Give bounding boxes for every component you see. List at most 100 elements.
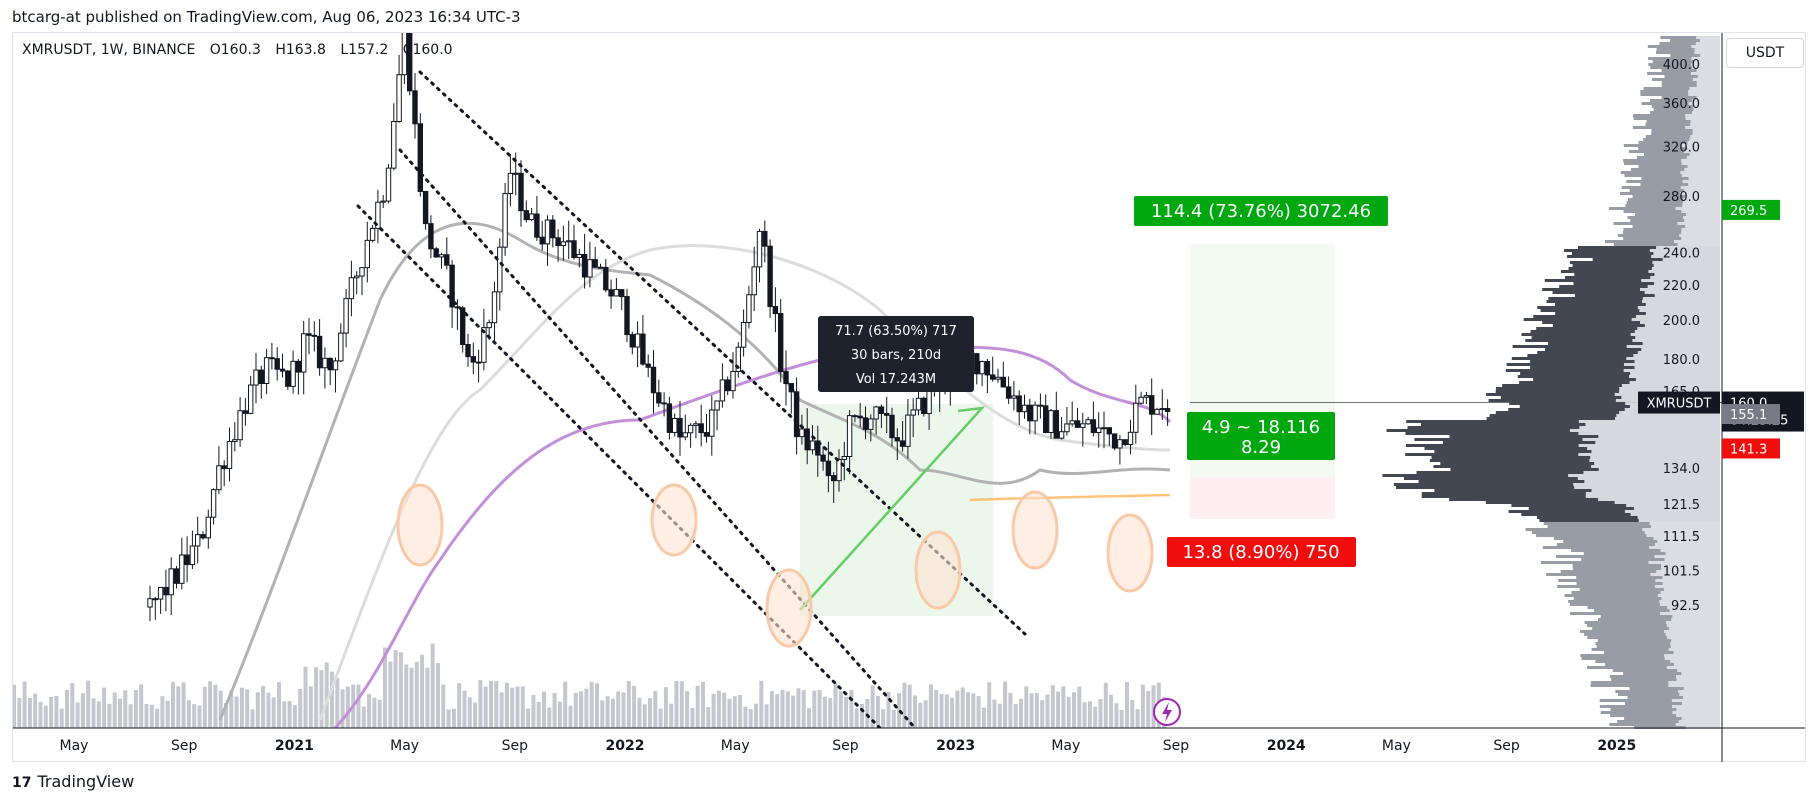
vp-bar-dark: [1590, 684, 1669, 687]
vp-bar-dark: [1661, 84, 1697, 87]
x-tick-label: 2023: [936, 738, 975, 754]
candle-body: [1053, 410, 1059, 439]
volume-bar: [1061, 686, 1066, 728]
candle-body: [889, 414, 895, 439]
vp-bar-dark: [1517, 375, 1630, 378]
vp-bar-dark: [1533, 378, 1636, 381]
candle-body: [709, 409, 715, 437]
x-tick-label: 2021: [275, 738, 314, 754]
candle-body: [449, 264, 455, 308]
volume-bar: [1072, 692, 1076, 728]
vp-bar-dark: [1486, 393, 1615, 396]
vp-bar-dark: [1547, 525, 1652, 528]
volume-bar: [118, 698, 122, 728]
vp-bar-dark: [1615, 690, 1679, 693]
vp-bar-dark: [1544, 279, 1642, 282]
candle-body: [1159, 408, 1165, 411]
y-tick-label: 180.0: [1663, 353, 1700, 368]
candle-body: [597, 266, 604, 269]
vp-bar-dark: [1628, 198, 1684, 201]
volume-bar: [308, 686, 313, 728]
vp-bar-dark: [1579, 588, 1664, 591]
support-circle-4: [914, 530, 962, 610]
vp-bar-dark: [1572, 564, 1662, 567]
candle-body: [1064, 423, 1070, 433]
vp-bar-dark: [1520, 372, 1631, 375]
volume-bar: [928, 684, 933, 728]
candle-body: [407, 33, 413, 92]
trendline-middle: [398, 148, 917, 728]
vp-bar-dark: [1660, 36, 1697, 39]
volume-bar: [1003, 681, 1008, 728]
vp-bar-dark: [1541, 561, 1649, 564]
volume-bar: [557, 701, 562, 728]
vp-bar-dark: [1613, 243, 1678, 246]
candle-body: [338, 332, 344, 362]
candle-body: [195, 534, 201, 547]
candle-body: [624, 296, 630, 336]
volume-bar: [155, 708, 160, 728]
vp-bar-dark: [1505, 369, 1624, 372]
stop-label: 13.8 (8.90%) 750: [1167, 537, 1356, 567]
vp-bar-dark: [1511, 357, 1627, 360]
candle-body: [592, 259, 598, 268]
volume-bar: [457, 683, 462, 728]
volume-bar: [679, 681, 684, 728]
candle-body: [285, 370, 291, 387]
volume-bar: [377, 699, 382, 728]
volume-bar: [966, 692, 970, 728]
vp-bar-dark: [1670, 54, 1701, 57]
vp-bar-dark: [1595, 660, 1671, 663]
candle-body: [428, 223, 434, 250]
vp-bar-dark: [1530, 360, 1635, 363]
vp-bar-dark: [1421, 495, 1586, 498]
candle-body: [168, 568, 174, 596]
candle-body: [878, 406, 885, 414]
volume-bar: [695, 685, 700, 728]
vp-bar-dark: [1386, 429, 1570, 432]
volume-bar: [648, 698, 652, 728]
vp-bar-dark: [1650, 66, 1693, 69]
volume-bar: [632, 685, 637, 728]
moving-averages: [218, 221, 1172, 728]
candle-body: [979, 360, 985, 375]
volume-bar: [722, 692, 727, 728]
vp-bar-dark: [1638, 141, 1688, 144]
symbol-legend: XMRUSDT, 1W, BINANCE O160.3 H163.8 L157.…: [22, 42, 463, 58]
candle-body: [184, 554, 190, 566]
currency-button[interactable]: USDT: [1726, 38, 1804, 68]
volume-bar: [748, 708, 753, 728]
volume-bar: [907, 684, 912, 728]
support-circle-1: [396, 483, 444, 567]
candle-body: [391, 120, 397, 169]
vp-bar-dark: [1603, 651, 1674, 654]
volume-bar: [324, 662, 329, 728]
candle-body: [645, 363, 651, 368]
volume-bar: [610, 698, 615, 728]
candle-body: [1122, 439, 1128, 446]
published-header: btcarg-at published on TradingView.com, …: [12, 8, 521, 26]
vp-bar-dark: [1488, 399, 1616, 402]
candle-body: [269, 357, 275, 360]
vp-bar-dark: [1552, 324, 1645, 327]
candles: [147, 33, 1171, 622]
vp-bar-dark: [1572, 567, 1662, 570]
candle-body: [380, 200, 386, 203]
volume-bar: [706, 707, 711, 728]
vp-bar-dark: [1545, 348, 1642, 351]
candle-body: [1027, 404, 1033, 422]
vp-bar-dark: [1564, 594, 1658, 597]
drawings[interactable]: [356, 70, 1154, 728]
vp-bar-dark: [1591, 648, 1669, 651]
vp-bar-dark: [1521, 333, 1631, 336]
vp-bar-dark: [1537, 351, 1638, 354]
x-tick-label: 2022: [606, 738, 645, 754]
candle-body: [852, 415, 858, 418]
volume-bar: [181, 682, 186, 728]
vp-bar-dark: [1617, 720, 1679, 723]
candle-body: [539, 236, 545, 245]
candle-body: [661, 402, 667, 405]
candle-body: [698, 423, 704, 434]
volume-bar: [796, 688, 801, 728]
